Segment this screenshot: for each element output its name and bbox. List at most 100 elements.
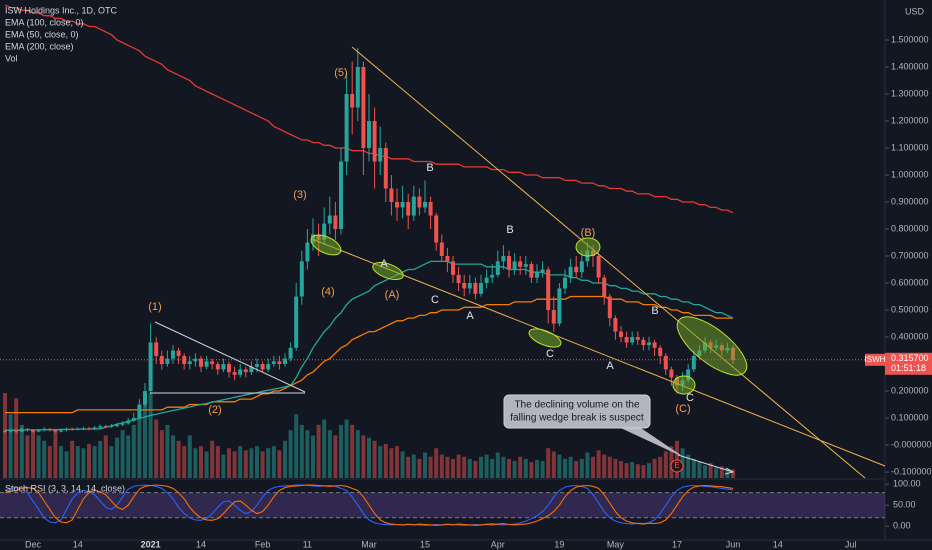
candle-body — [641, 339, 646, 346]
volume-bar — [708, 463, 713, 478]
candle-body — [294, 296, 299, 348]
volume-bar — [255, 446, 259, 478]
candle-body — [92, 427, 97, 429]
y-tick-label: -0.000000 — [891, 439, 932, 449]
candle-body — [305, 242, 310, 262]
x-tick-label: May — [607, 539, 625, 549]
candle-body — [221, 364, 226, 370]
volume-bar — [14, 398, 19, 478]
volume-bar — [53, 430, 58, 478]
candle-body — [8, 430, 13, 432]
volume-bar — [277, 450, 282, 478]
candle-body — [64, 428, 69, 431]
volume-bar — [103, 435, 108, 478]
volume-bar — [439, 454, 444, 478]
volume-bar — [344, 419, 349, 478]
candle-body — [327, 215, 332, 224]
volume-bar — [232, 451, 237, 478]
candle-body — [563, 277, 567, 289]
candle-body — [255, 364, 259, 367]
volume-bar — [714, 467, 719, 478]
volume-bar — [143, 403, 147, 478]
volume-bar — [355, 430, 360, 478]
y-tick-label: 50.00 — [893, 500, 916, 510]
last-price-label: 0.315700 — [891, 353, 929, 363]
volume-bar — [350, 424, 355, 478]
volume-bar — [64, 451, 69, 478]
highlight-ellipse — [372, 261, 404, 281]
candle-body — [126, 420, 131, 424]
candle-body — [501, 256, 506, 262]
candle-body — [406, 202, 411, 216]
candle-body — [445, 256, 450, 262]
volume-bar — [563, 458, 567, 478]
x-tick-label: 17 — [672, 539, 682, 549]
wave-label: B — [651, 305, 658, 317]
volume-bar — [630, 462, 635, 478]
volume-layer — [3, 393, 735, 478]
candle-body — [260, 364, 265, 370]
candle-body — [540, 269, 545, 273]
candle-body — [25, 428, 30, 431]
highlight-ellipse — [676, 316, 748, 376]
callout-text: falling wedge break is suspect — [510, 413, 644, 424]
volume-bar — [25, 435, 30, 478]
volume-bar — [19, 424, 24, 478]
candle-body — [115, 424, 119, 427]
volume-bar — [42, 440, 47, 478]
volume-bar — [462, 456, 467, 478]
volume-bar — [585, 452, 590, 478]
x-tick-label: 19 — [554, 539, 564, 549]
volume-bar — [624, 463, 629, 478]
candle-body — [266, 364, 271, 370]
candle-body — [473, 283, 478, 294]
x-tick-label: Feb — [255, 539, 271, 549]
volume-bar — [602, 454, 607, 478]
candle-body — [613, 318, 618, 332]
candle-body — [176, 350, 181, 356]
candle-body — [159, 355, 164, 365]
candle-body — [434, 215, 439, 243]
candle-body — [131, 418, 136, 421]
y-tick-label: -0.100000 — [891, 466, 932, 476]
candle-body — [36, 430, 41, 432]
volume-bar — [456, 454, 461, 478]
volume-bar — [389, 448, 394, 478]
volume-bar — [75, 446, 80, 478]
volume-bar — [81, 448, 86, 478]
candle-body — [143, 391, 147, 405]
volume-bar — [339, 424, 343, 478]
wave-label: A — [466, 310, 474, 322]
wave-label: C — [686, 392, 694, 404]
y-tick-label: 100.00 — [893, 479, 921, 489]
volume-bar — [87, 444, 91, 478]
volume-bar — [193, 448, 198, 478]
candle-body — [344, 93, 349, 162]
volume-bar — [372, 440, 377, 478]
highlight-ellipse — [528, 328, 562, 348]
volume-bar — [109, 446, 114, 478]
legend-entry: EMA (100, close, 0) — [5, 17, 84, 27]
volume-bar — [591, 456, 595, 478]
candle-body — [658, 347, 663, 356]
wave-label: (2) — [208, 404, 221, 416]
candle-body — [546, 269, 551, 311]
candle-body — [467, 283, 472, 289]
candle-body — [663, 355, 668, 370]
volume-bar — [579, 458, 584, 478]
volume-bar — [523, 458, 528, 478]
y-tick-label: 0.00 — [893, 521, 911, 531]
x-tick-label: 15 — [420, 539, 430, 549]
volume-bar — [294, 414, 299, 478]
candle-body — [607, 296, 612, 319]
wedge-lower-line — [311, 238, 886, 467]
volume-bar — [367, 437, 371, 478]
candle-body — [619, 331, 623, 338]
candle-body — [87, 428, 91, 430]
candle-layer — [3, 48, 735, 433]
candle-body — [277, 361, 282, 365]
volume-bar — [512, 461, 517, 478]
volume-bar — [495, 452, 500, 478]
candle-body — [400, 202, 405, 208]
volume-bar — [249, 448, 254, 478]
